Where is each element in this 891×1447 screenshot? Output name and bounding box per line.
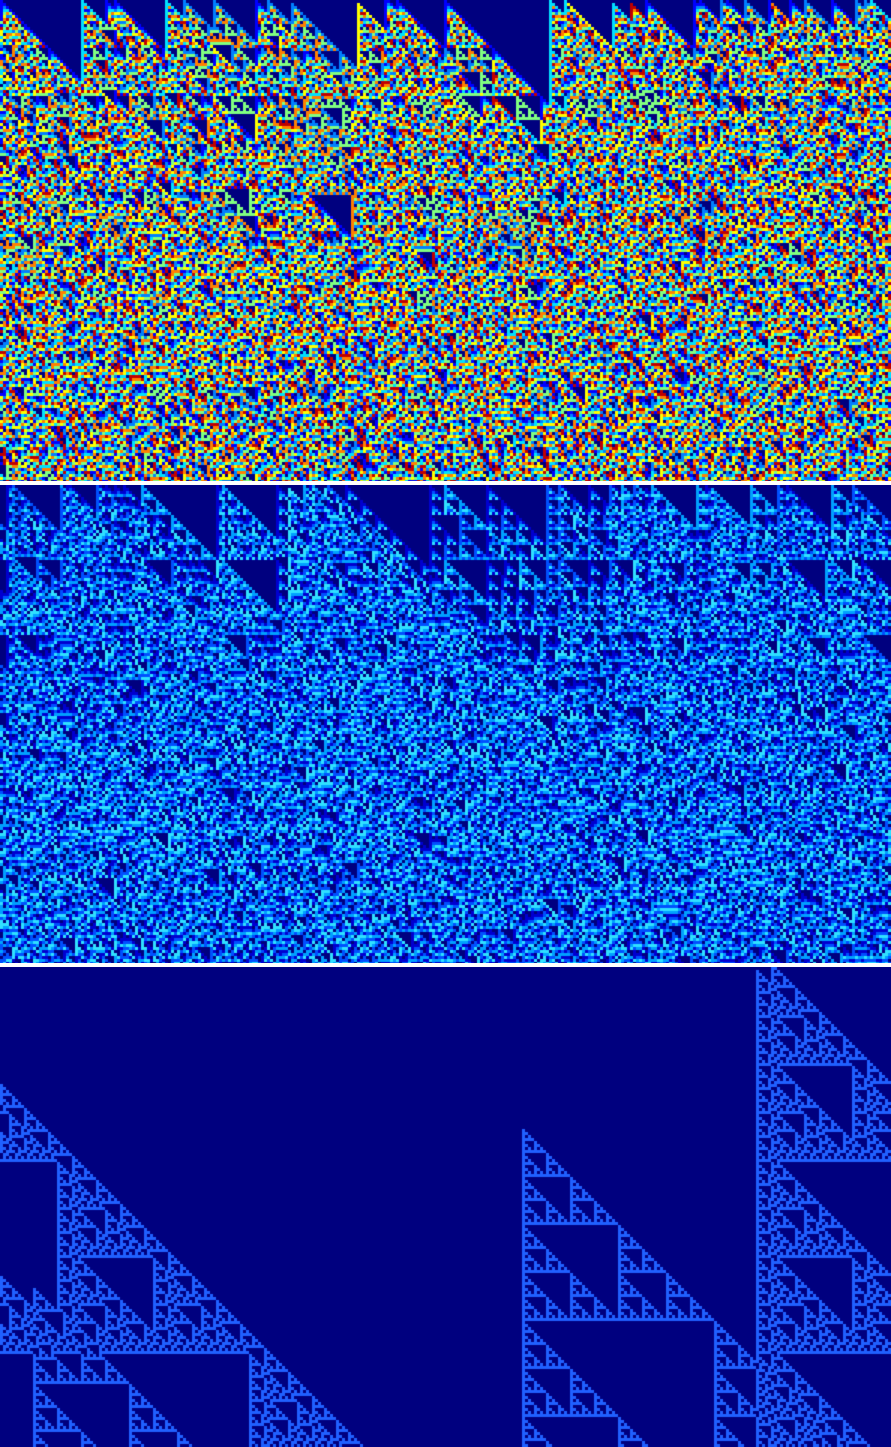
fractal-canvas-bottom <box>0 967 891 1447</box>
sierpinski-triangle-panel <box>0 967 891 1447</box>
fractal-canvas-top <box>0 0 891 481</box>
colorful-fractal-panel <box>0 0 891 481</box>
blue-cyan-fractal-panel <box>0 485 891 963</box>
fractal-canvas-middle <box>0 485 891 963</box>
